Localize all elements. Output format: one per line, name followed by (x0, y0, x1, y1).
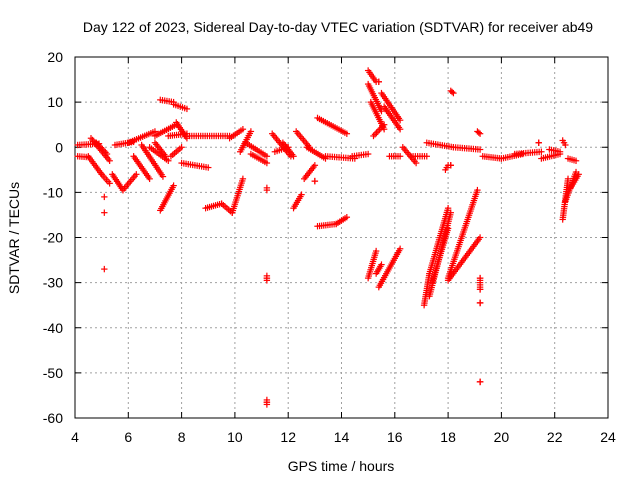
data-point (396, 153, 404, 160)
x-tick-label: 10 (227, 429, 243, 445)
y-tick-label: -50 (43, 365, 63, 381)
y-tick-label: -10 (43, 184, 63, 200)
data-point (380, 121, 388, 128)
y-tick-label: 20 (47, 49, 63, 65)
data-point (343, 130, 351, 137)
data-point (476, 286, 484, 293)
data-points (74, 67, 582, 408)
data-point (133, 171, 140, 178)
x-tick-labels: 4 6 8 10 12 14 16 18 20 22 24 (71, 429, 616, 445)
data-point (474, 186, 481, 194)
data-point (448, 88, 456, 96)
data-point (447, 162, 454, 169)
data-point (311, 177, 319, 185)
data-point (263, 159, 271, 167)
data-point (572, 157, 580, 164)
data-point (564, 175, 572, 183)
data-point (263, 399, 271, 406)
x-tick-label: 16 (387, 429, 403, 445)
data-point (575, 171, 582, 178)
data-point (372, 247, 380, 255)
data-point (396, 245, 404, 252)
data-point (101, 209, 108, 216)
data-point (183, 105, 191, 113)
x-tick-label: 8 (178, 429, 186, 445)
data-point (476, 146, 484, 153)
data-point (370, 132, 377, 140)
axis-ticks (74, 56, 609, 419)
data-point (239, 175, 247, 183)
data-point (101, 265, 108, 273)
data-point (378, 107, 385, 115)
data-point (159, 173, 167, 180)
y-tick-label: 0 (55, 139, 63, 155)
x-tick-label: 24 (600, 429, 616, 445)
data-point (263, 153, 271, 160)
data-point (476, 299, 484, 307)
data-point (298, 191, 305, 198)
data-point (205, 164, 212, 171)
data-point (263, 186, 271, 194)
data-point (178, 144, 185, 151)
data-point (396, 126, 404, 133)
data-point (444, 225, 452, 232)
x-tick-label: 20 (494, 429, 510, 445)
data-point (106, 157, 113, 164)
data-point (263, 274, 271, 282)
data-point (423, 153, 430, 160)
data-point (396, 116, 404, 124)
data-point (476, 234, 484, 241)
x-tick-label: 4 (71, 429, 79, 445)
data-point (290, 153, 297, 160)
y-axis-label: SDTVAR / TECUs (6, 182, 22, 294)
data-point (373, 129, 380, 136)
data-point (450, 89, 457, 97)
data-point (371, 131, 379, 138)
data-point (562, 141, 569, 149)
data-point (311, 162, 319, 169)
data-point (475, 129, 482, 136)
data-point (106, 180, 113, 187)
y-tick-label: -30 (43, 275, 63, 291)
data-point (239, 126, 247, 133)
y-tick-label: -20 (43, 230, 63, 246)
data-point (538, 148, 545, 155)
data-point (375, 78, 383, 86)
x-tick-label: 18 (440, 429, 456, 445)
data-point (343, 213, 351, 221)
data-point (364, 150, 372, 158)
data-point (476, 378, 484, 386)
data-point (247, 128, 255, 135)
data-point (165, 157, 172, 164)
chart-title: Day 122 of 2023, Sidereal Day-to-day VTE… (83, 19, 593, 35)
y-tick-label: 10 (47, 94, 63, 110)
grid-lines (75, 57, 608, 418)
data-point (146, 175, 153, 183)
data-point (444, 204, 452, 212)
y-tick-labels: -60 -50 -40 -30 -20 -10 0 10 20 (43, 49, 63, 426)
data-point (374, 127, 382, 135)
x-tick-label: 14 (334, 429, 350, 445)
x-axis-label: GPS time / hours (288, 458, 395, 474)
data-point (101, 193, 108, 201)
x-tick-label: 6 (124, 429, 132, 445)
data-point (412, 159, 420, 167)
y-tick-label: -40 (43, 320, 63, 336)
data-point (378, 261, 385, 268)
data-point (447, 209, 454, 216)
x-tick-label: 22 (547, 429, 563, 445)
data-point (103, 150, 111, 158)
data-point (170, 182, 177, 189)
x-tick-label: 12 (280, 429, 296, 445)
y-tick-label: -60 (43, 410, 63, 426)
data-point (556, 148, 564, 155)
data-point (476, 130, 484, 137)
data-point (476, 274, 484, 282)
data-point (535, 139, 542, 146)
